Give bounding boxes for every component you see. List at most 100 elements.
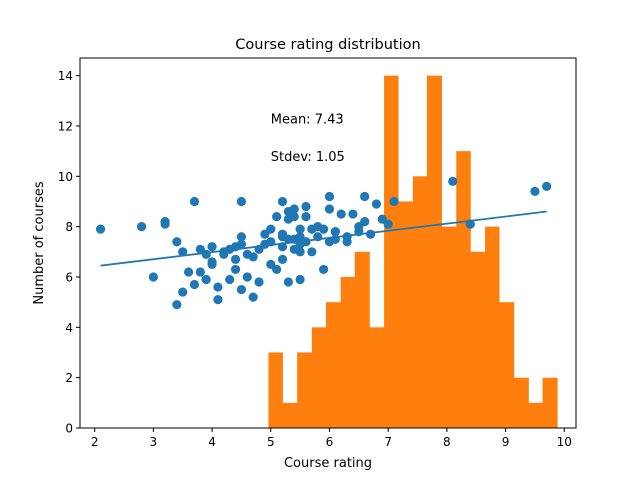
x-tick-label: 2 — [91, 435, 99, 449]
scatter-point — [301, 211, 311, 222]
x-tick-label: 5 — [267, 435, 275, 449]
x-tick-label: 9 — [502, 435, 510, 449]
histogram-bar — [499, 302, 515, 428]
scatter-point — [295, 247, 305, 257]
scatter-point — [295, 224, 305, 234]
scatter-point — [277, 196, 288, 207]
histogram-bar — [412, 176, 428, 428]
scatter-point — [272, 211, 282, 222]
scatter-point — [95, 224, 106, 234]
x-axis-label: Course rating — [284, 456, 372, 471]
trendline-layer — [100, 210, 547, 267]
scatter-point — [160, 219, 170, 229]
histogram-bar — [470, 251, 486, 428]
histogram-bar — [542, 377, 558, 428]
scatter-point — [148, 272, 158, 282]
histogram-bar — [513, 377, 529, 428]
scatter-point — [183, 267, 194, 277]
scatter-point — [266, 224, 276, 234]
x-tick-label: 4 — [208, 435, 216, 449]
scatter-point — [301, 201, 311, 212]
histogram-layer — [268, 75, 558, 429]
scatter-point — [307, 247, 317, 257]
scatter-point — [289, 204, 299, 214]
stdev-annotation: Stdev: 1.05 — [271, 150, 345, 165]
scatter-point — [172, 300, 182, 310]
scatter-point — [230, 264, 241, 275]
scatter-point — [236, 196, 247, 207]
scatter-point — [283, 277, 293, 287]
scatter-point — [371, 199, 382, 209]
y-tick-label: 2 — [65, 371, 73, 385]
scatter-point — [336, 209, 346, 219]
scatter-point — [389, 196, 399, 207]
histogram-bar — [325, 302, 342, 428]
scatter-point — [324, 191, 335, 202]
scatter-point — [289, 211, 299, 222]
scatter-point — [236, 284, 247, 295]
x-tick-label: 6 — [326, 435, 334, 449]
chart-title: Course rating distribution — [235, 37, 420, 53]
histogram-bar — [426, 75, 442, 429]
scatter-point — [207, 259, 217, 269]
scatter-point — [201, 249, 211, 259]
scatter-point — [272, 264, 282, 275]
scatter-point — [242, 272, 252, 282]
scatter-point — [319, 224, 329, 234]
histogram-bar — [282, 402, 298, 428]
scatter-point — [195, 267, 205, 277]
scatter-point — [236, 232, 247, 242]
y-tick-label: 6 — [65, 270, 73, 284]
x-tick-label: 10 — [557, 435, 572, 449]
y-tick-label: 8 — [65, 220, 73, 234]
histogram-bar — [485, 226, 500, 428]
histogram-bar — [311, 327, 327, 428]
x-tick-label: 7 — [384, 435, 392, 449]
scatter-point — [236, 239, 247, 249]
scatter-layer — [95, 176, 552, 310]
y-axis-label: Number of courses — [32, 181, 47, 304]
scatter-point — [360, 191, 370, 202]
scatter-point — [248, 252, 258, 262]
x-tick-label: 3 — [150, 435, 158, 449]
histogram-bar — [384, 75, 399, 429]
histogram-bar — [398, 201, 414, 428]
y-tick-label: 14 — [58, 69, 73, 83]
scatter-point — [448, 176, 458, 186]
scatter-point — [330, 227, 340, 237]
scatter-point — [178, 247, 188, 257]
scatter-point — [342, 237, 352, 247]
scatter-point — [213, 295, 223, 305]
scatter-point — [225, 274, 235, 285]
histogram-bar — [528, 402, 543, 428]
scatter-point — [295, 274, 305, 285]
axes-frame — [79, 57, 577, 429]
histogram-bar — [441, 226, 457, 428]
histogram-bar — [369, 327, 385, 428]
scatter-point — [348, 209, 358, 219]
histogram-bar — [340, 276, 356, 428]
x-tick-label: 8 — [443, 435, 451, 449]
scatter-point — [207, 242, 217, 252]
y-tick-label: 0 — [65, 422, 73, 436]
scatter-point — [277, 254, 288, 264]
mean-annotation: Mean: 7.43 — [271, 112, 344, 127]
y-tick-label: 10 — [58, 170, 73, 184]
scatter-point — [254, 277, 264, 287]
scatter-point — [172, 237, 182, 247]
scatter-point — [189, 279, 200, 290]
scatter-point — [324, 204, 335, 214]
scatter-point — [248, 292, 258, 302]
scatter-point — [530, 186, 540, 196]
y-tick-label: 4 — [65, 321, 73, 335]
scatter-point — [301, 237, 311, 247]
y-tick-label: 12 — [58, 119, 73, 133]
scatter-point — [319, 264, 329, 275]
scatter-point — [137, 222, 147, 232]
scatter-point — [178, 287, 188, 297]
histogram-bar — [268, 352, 283, 428]
trend-line — [100, 210, 547, 267]
scatter-point — [230, 254, 241, 264]
scatter-point — [201, 274, 211, 285]
histogram-bar — [456, 151, 471, 428]
